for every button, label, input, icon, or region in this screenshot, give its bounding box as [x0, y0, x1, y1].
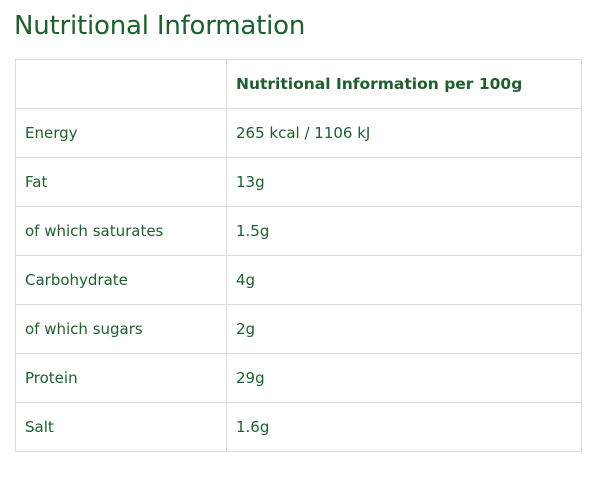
- nutrient-value: 1.6g: [226, 402, 582, 452]
- nutrient-label: Protein: [15, 353, 227, 403]
- table-header-row: Nutritional Information per 100g: [15, 59, 582, 109]
- nutrient-value: 13g: [226, 157, 582, 207]
- table-row: Protein 29g: [15, 353, 582, 403]
- table-row: Salt 1.6g: [15, 402, 582, 452]
- nutrition-table: Nutritional Information per 100g Energy …: [15, 59, 582, 452]
- nutrient-label: of which saturates: [15, 206, 227, 256]
- page-title: Nutritional Information: [14, 11, 306, 41]
- nutrient-value: 1.5g: [226, 206, 582, 256]
- header-cell-per-100g: Nutritional Information per 100g: [226, 59, 582, 109]
- nutrient-label: Fat: [15, 157, 227, 207]
- nutrient-value: 4g: [226, 255, 582, 305]
- nutrient-value: 29g: [226, 353, 582, 403]
- table-row: of which saturates 1.5g: [15, 206, 582, 256]
- header-cell-empty: [15, 59, 227, 109]
- nutrient-label: of which sugars: [15, 304, 227, 354]
- table-row: of which sugars 2g: [15, 304, 582, 354]
- nutrient-value: 265 kcal / 1106 kJ: [226, 108, 582, 158]
- nutrient-label: Energy: [15, 108, 227, 158]
- table-row: Carbohydrate 4g: [15, 255, 582, 305]
- nutrient-value: 2g: [226, 304, 582, 354]
- nutrient-label: Salt: [15, 402, 227, 452]
- table-row: Energy 265 kcal / 1106 kJ: [15, 108, 582, 158]
- nutrient-label: Carbohydrate: [15, 255, 227, 305]
- table-row: Fat 13g: [15, 157, 582, 207]
